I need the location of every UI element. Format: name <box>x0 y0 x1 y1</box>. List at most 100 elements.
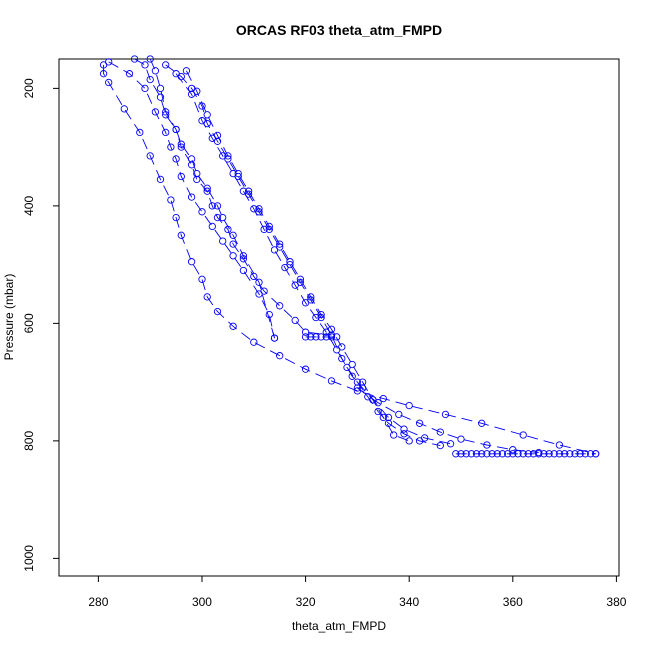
data-point <box>167 196 175 204</box>
data-point <box>322 328 330 336</box>
data-point <box>229 322 237 330</box>
data-point <box>555 441 564 449</box>
data-point <box>493 450 501 458</box>
data-point <box>472 450 481 458</box>
data-point <box>488 450 496 458</box>
data-point <box>540 450 548 458</box>
data-point <box>219 152 227 160</box>
y-tick-label: 400 <box>22 196 36 216</box>
data-point <box>395 410 403 419</box>
data-point <box>255 205 263 213</box>
data-point <box>172 125 180 134</box>
data-point <box>307 333 315 341</box>
data-point <box>250 205 258 213</box>
data-point <box>307 293 315 301</box>
data-point <box>239 255 248 263</box>
data-point <box>162 108 170 116</box>
data-point <box>270 334 279 342</box>
x-tick-label: 340 <box>399 595 419 609</box>
data-point <box>509 450 517 458</box>
data-point <box>193 169 201 178</box>
data-point <box>333 346 341 354</box>
data-point <box>105 58 113 66</box>
data-point <box>524 450 532 458</box>
data-point <box>172 70 180 78</box>
data-point <box>301 328 310 336</box>
data-point <box>250 338 258 346</box>
data-point <box>270 246 279 254</box>
data-point <box>586 450 595 458</box>
series-4 <box>146 55 336 339</box>
data-point <box>172 155 180 163</box>
data-point <box>571 450 579 458</box>
data-point <box>250 272 258 281</box>
data-point <box>301 365 310 373</box>
series-line <box>108 61 275 339</box>
data-point <box>296 275 305 283</box>
data-point <box>203 111 211 119</box>
data-point <box>276 352 284 360</box>
data-point <box>415 419 424 427</box>
data-point <box>312 333 320 341</box>
data-point <box>187 161 196 169</box>
data-point <box>545 450 553 458</box>
data-point <box>99 70 108 78</box>
series-line <box>175 73 441 447</box>
data-point <box>374 399 382 407</box>
data-point <box>146 55 154 63</box>
data-point <box>286 258 294 266</box>
series-10 <box>301 333 341 341</box>
series-line <box>134 58 275 339</box>
y-tick-label: 200 <box>22 78 36 98</box>
data-point <box>327 333 336 341</box>
data-point <box>244 187 253 195</box>
series-line <box>103 64 596 455</box>
x-axis-label: theta_atm_FMPD <box>292 619 386 633</box>
series-9 <box>452 450 600 458</box>
data-point <box>452 450 460 458</box>
data-point <box>353 384 362 392</box>
data-point <box>193 175 201 184</box>
data-point <box>379 394 387 403</box>
data-point <box>291 316 299 325</box>
data-point <box>478 419 486 427</box>
data-point <box>301 299 310 307</box>
y-tick-label: 800 <box>22 431 36 451</box>
data-point <box>208 134 216 142</box>
data-point <box>560 450 569 458</box>
data-point <box>400 425 408 433</box>
data-point <box>555 450 564 458</box>
data-point <box>255 278 263 286</box>
y-axis-label: Pressure (mbar) <box>2 274 16 361</box>
data-point <box>576 450 584 458</box>
data-point <box>276 302 284 310</box>
data-point <box>405 437 413 445</box>
series-7 <box>172 70 444 450</box>
data-point <box>436 428 444 436</box>
data-point <box>167 143 175 151</box>
data-point <box>333 333 341 341</box>
data-point <box>312 313 320 322</box>
data-point <box>213 202 222 210</box>
data-point <box>550 450 558 458</box>
series-group <box>99 55 600 458</box>
data-point <box>198 275 206 283</box>
data-point <box>177 231 185 239</box>
data-point <box>208 202 216 210</box>
data-point <box>343 363 351 372</box>
data-point <box>203 187 211 195</box>
data-point <box>415 437 424 445</box>
data-point <box>172 213 180 222</box>
data-point <box>141 84 149 93</box>
x-tick-label: 280 <box>88 595 108 609</box>
data-point <box>182 67 191 75</box>
data-point <box>503 450 512 458</box>
data-point <box>457 450 465 458</box>
data-point <box>390 431 398 439</box>
series-5 <box>162 61 413 445</box>
data-point <box>446 440 455 448</box>
data-point <box>483 441 491 449</box>
data-point <box>467 450 476 458</box>
x-tick-label: 360 <box>503 595 523 609</box>
